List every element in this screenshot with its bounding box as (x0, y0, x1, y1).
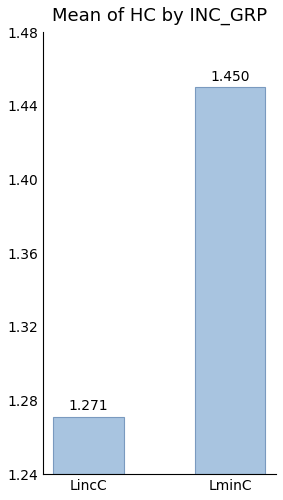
Text: 1.271: 1.271 (69, 400, 108, 413)
Title: Mean of HC by INC_GRP: Mean of HC by INC_GRP (52, 7, 267, 25)
Bar (195, 88, 265, 474)
Bar (53, 417, 124, 474)
Text: 1.450: 1.450 (210, 70, 250, 84)
